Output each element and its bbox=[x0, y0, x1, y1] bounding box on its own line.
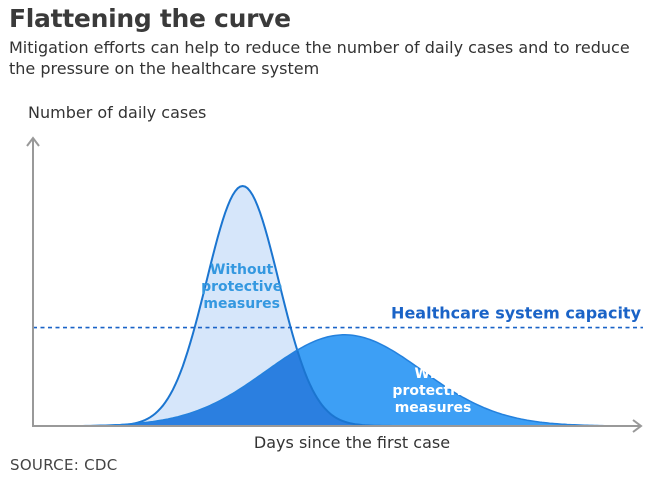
with-measures-curve bbox=[33, 334, 632, 427]
x-axis-arrow-icon bbox=[632, 419, 643, 433]
with-label-line-2: protective bbox=[392, 383, 473, 399]
without-label-line-3: measures bbox=[203, 296, 280, 312]
capacity-label: Healthcare system capacity bbox=[391, 304, 642, 323]
without-label-line-2: protective bbox=[201, 279, 282, 295]
with-label-line-1: With bbox=[415, 366, 452, 382]
chart-title: Flattening the curve bbox=[9, 4, 291, 33]
with-label-line-3: measures bbox=[395, 400, 472, 416]
y-axis-arrow-icon bbox=[26, 136, 40, 147]
x-axis-label: Days since the first case bbox=[254, 433, 450, 452]
chart-subtitle: Mitigation efforts can help to reduce th… bbox=[9, 38, 630, 78]
y-axis-label: Number of daily cases bbox=[28, 103, 206, 122]
without-label-line-1: Without bbox=[210, 262, 273, 278]
source-note: SOURCE: CDC bbox=[10, 456, 118, 474]
with-measures-area bbox=[33, 334, 632, 426]
with-measures-label: With protective measures bbox=[392, 366, 473, 416]
without-measures-label: Without protective measures bbox=[201, 262, 282, 312]
